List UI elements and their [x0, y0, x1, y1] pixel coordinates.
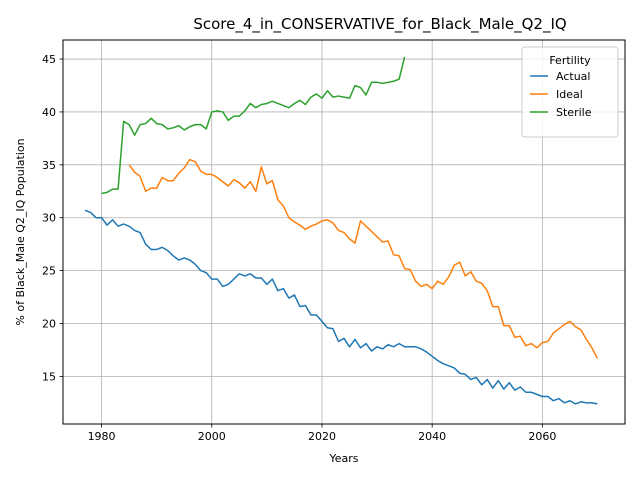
x-tick-label: 2020 [308, 430, 336, 443]
y-tick-label: 45 [42, 53, 56, 66]
legend-label-ideal: Ideal [556, 88, 583, 101]
y-axis-label: % of Black_Male Q2_IQ Population [14, 138, 27, 325]
legend: Fertility Actual Ideal Sterile [521, 46, 619, 138]
x-tick-label: 1980 [88, 430, 116, 443]
legend-label-actual: Actual [556, 70, 590, 83]
legend-label-sterile: Sterile [556, 106, 592, 119]
series-line-actual [84, 209, 598, 405]
chart-title: Score_4_in_CONSERVATIVE_for_Black_Male_Q… [193, 15, 566, 34]
y-tick-label: 30 [42, 212, 56, 225]
y-axis: 15 20 25 30 35 40 45 [42, 53, 63, 383]
series-line-ideal [128, 158, 599, 359]
x-axis: 1980 2000 2020 2040 2060 [88, 424, 556, 443]
legend-title: Fertility [549, 54, 591, 67]
x-axis-label: Years [328, 452, 358, 465]
x-tick-label: 2060 [528, 430, 556, 443]
y-tick-label: 40 [42, 106, 56, 119]
y-tick-label: 25 [42, 265, 56, 278]
y-tick-label: 35 [42, 159, 56, 172]
series-line-sterile [101, 56, 406, 195]
plot-frame [62, 39, 626, 425]
x-tick-label: 2040 [418, 430, 446, 443]
series-lines [84, 56, 599, 405]
y-tick-label: 15 [42, 370, 56, 383]
legend-box [521, 46, 619, 138]
x-tick-label: 2000 [198, 430, 226, 443]
y-tick-label: 20 [42, 318, 56, 331]
